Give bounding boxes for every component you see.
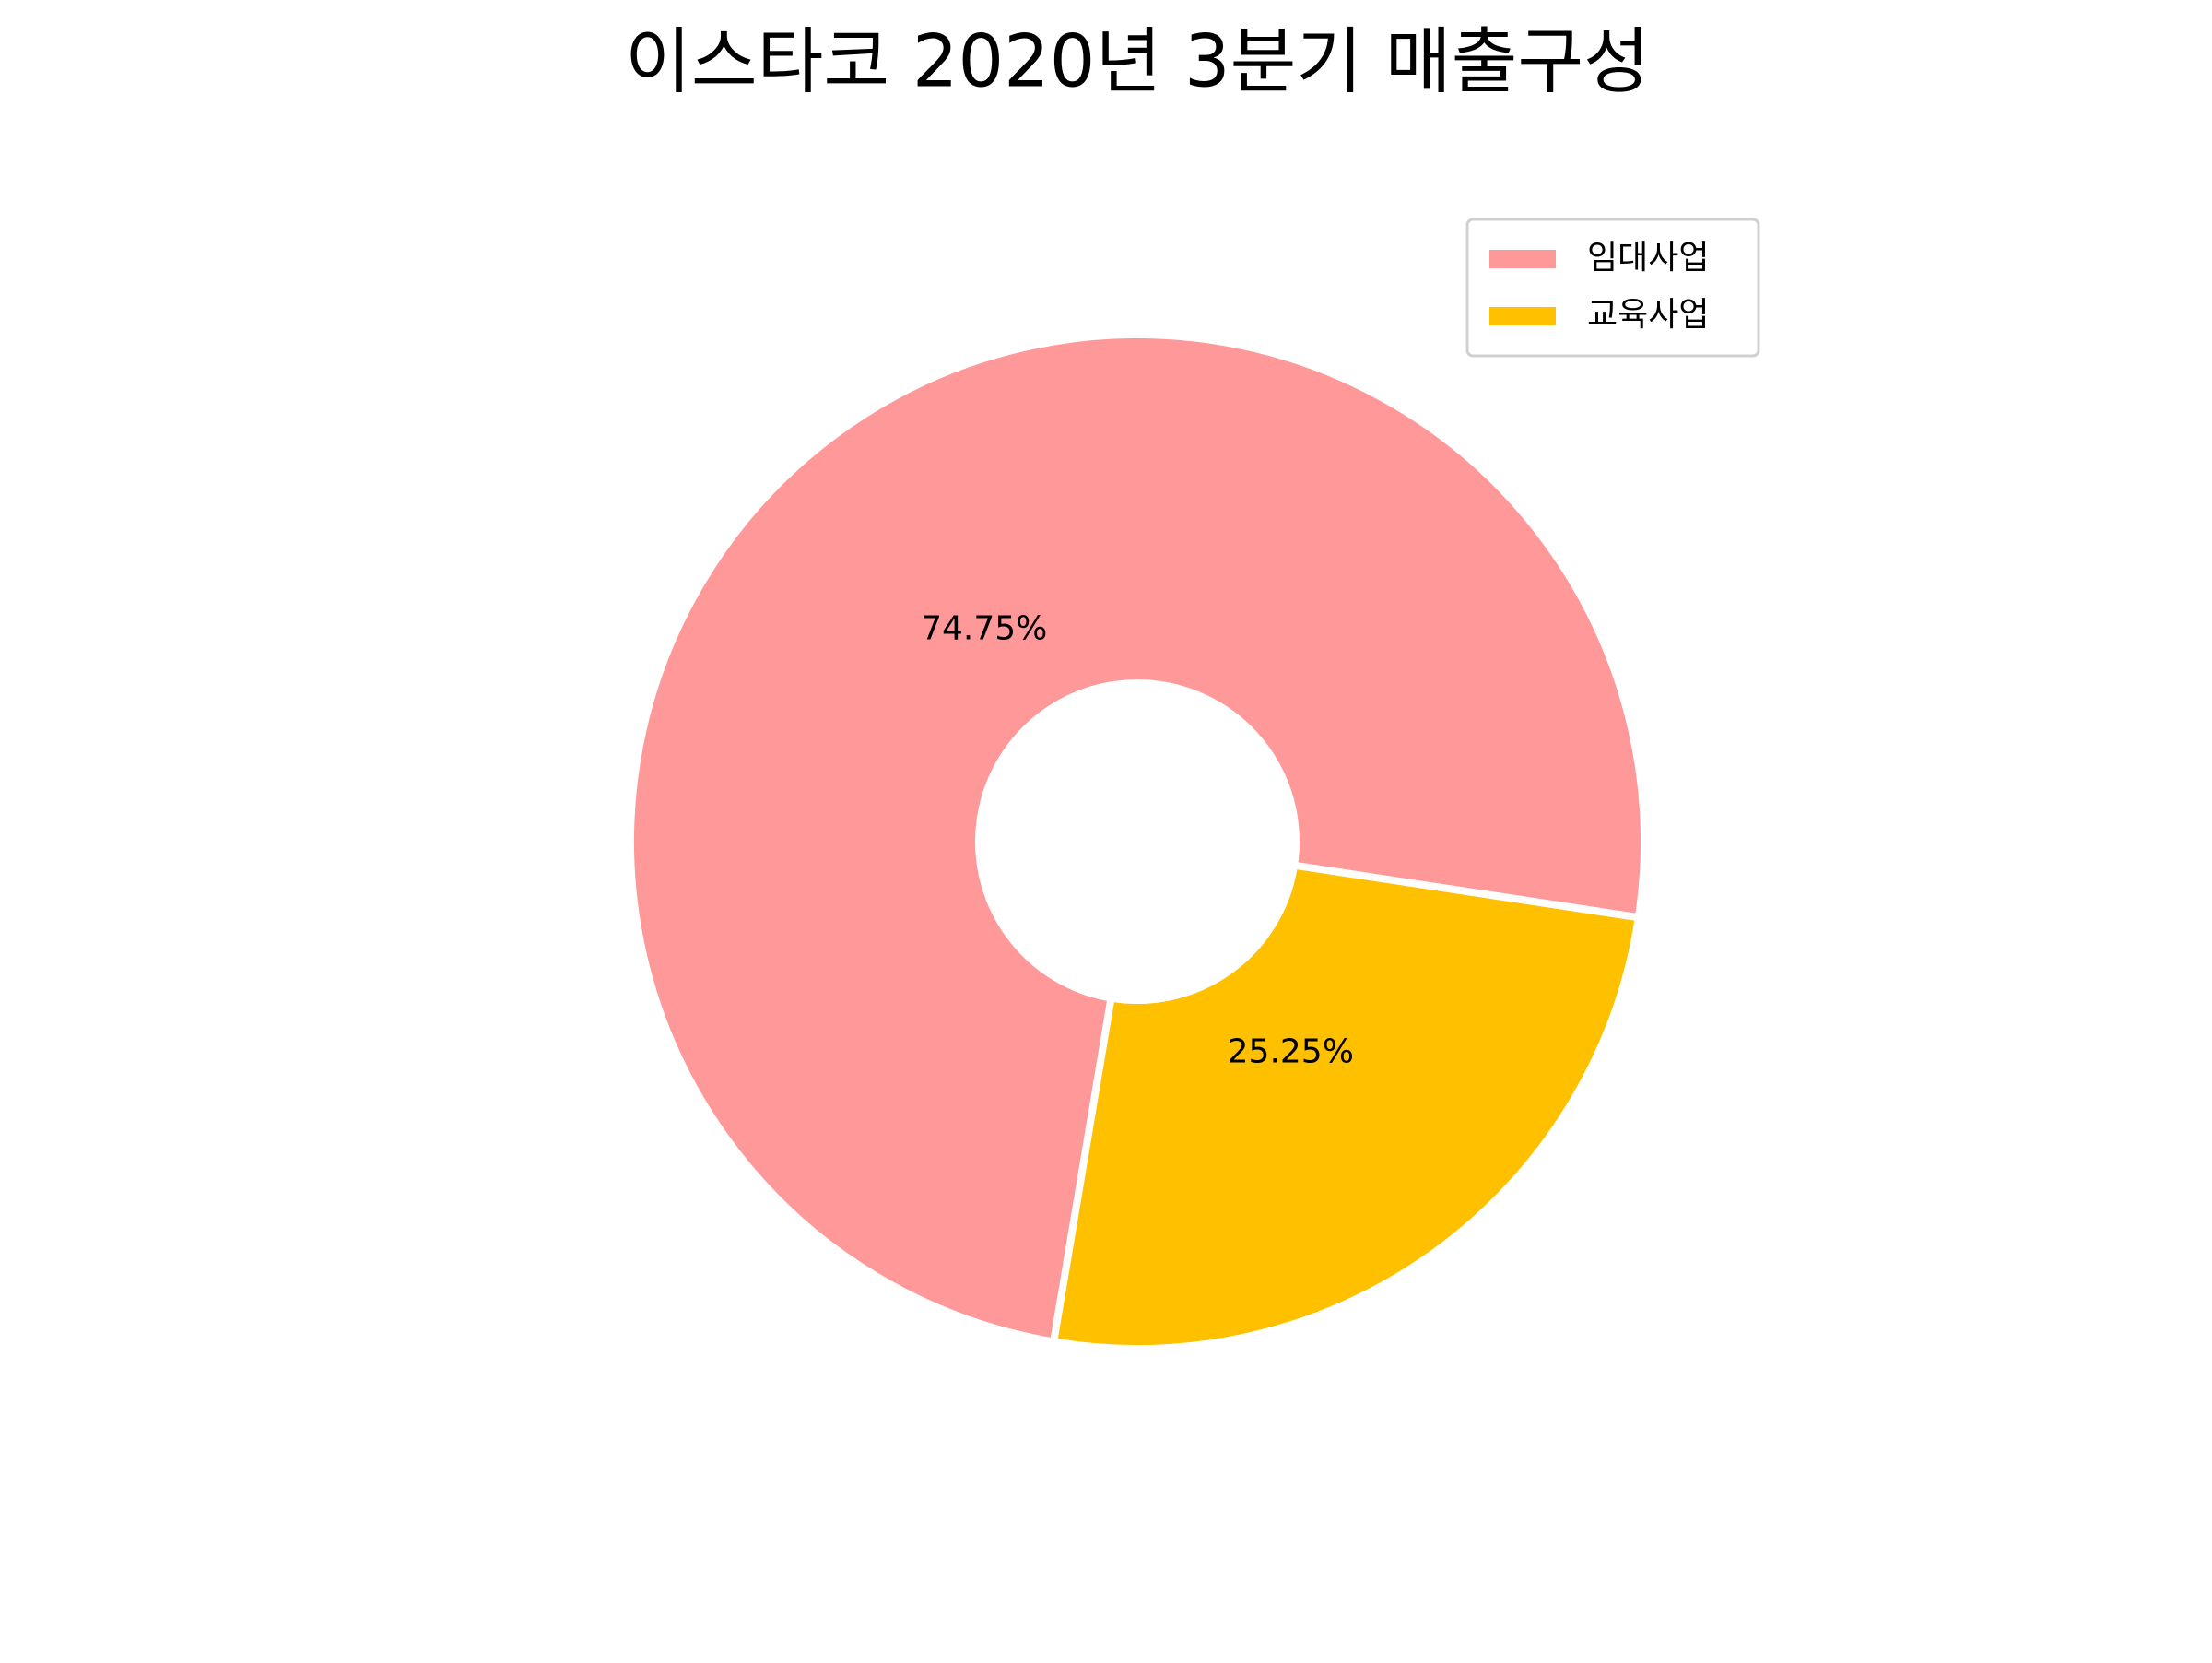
legend-label: 교육사업 xyxy=(1587,296,1709,334)
legend-swatch xyxy=(1489,307,1556,325)
data-label: 25.25% xyxy=(1228,1032,1354,1070)
wedges xyxy=(627,331,1648,1352)
legend-label: 임대사업 xyxy=(1587,239,1709,277)
wedge xyxy=(627,331,1648,1347)
legend-swatch xyxy=(1489,250,1556,268)
chart-title: 이스타코 2020년 3분기 매출구성 xyxy=(625,20,1650,103)
data-label: 74.75% xyxy=(921,610,1047,648)
wedge xyxy=(1049,861,1643,1352)
